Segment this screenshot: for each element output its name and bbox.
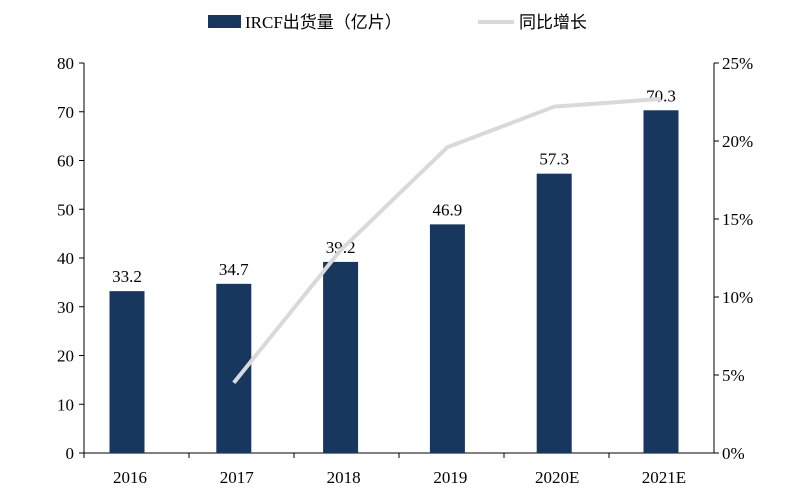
x-tick-label: 2019 [433,468,467,487]
bar-data-label: 33.2 [112,267,142,286]
bar-data-label: 46.9 [433,200,463,219]
bar-2021E [643,110,679,453]
bar-2018 [323,261,359,453]
left-tick-label: 30 [57,298,74,317]
left-tick-label: 40 [57,249,74,268]
right-tick-label: 25% [722,54,753,73]
right-tick-label: 0% [722,444,745,463]
left-tick-label: 60 [57,152,74,171]
bar-2016 [109,291,145,453]
legend-bar-swatch [208,15,241,28]
legend-bar-label: IRCF出货量（亿片） [245,13,402,32]
bar-data-label: 57.3 [539,150,569,169]
left-tick-label: 10 [57,395,74,414]
right-tick-label: 5% [722,366,745,385]
left-tick-label: 20 [57,347,74,366]
left-tick-label: 80 [57,54,74,73]
x-tick-label: 2018 [327,468,361,487]
left-tick-label: 50 [57,200,74,219]
legend: IRCF出货量（亿片） 同比增长 [208,13,587,32]
x-tick-label: 2016 [113,468,147,487]
bar-data-label: 34.7 [219,260,249,279]
left-tick-label: 70 [57,103,74,122]
x-tick-label: 2017 [220,468,255,487]
x-tick-label: 2020E [535,468,579,487]
right-tick-label: 10% [722,288,753,307]
bar-data-label: 70.3 [646,86,676,105]
right-tick-label: 15% [722,210,753,229]
right-tick-label: 20% [722,132,753,151]
legend-line-label: 同比增长 [519,13,587,32]
left-tick-label: 0 [66,444,75,463]
bar-2019 [429,224,465,453]
x-tick-label: 2021E [642,468,686,487]
bar-2020E [536,173,572,453]
